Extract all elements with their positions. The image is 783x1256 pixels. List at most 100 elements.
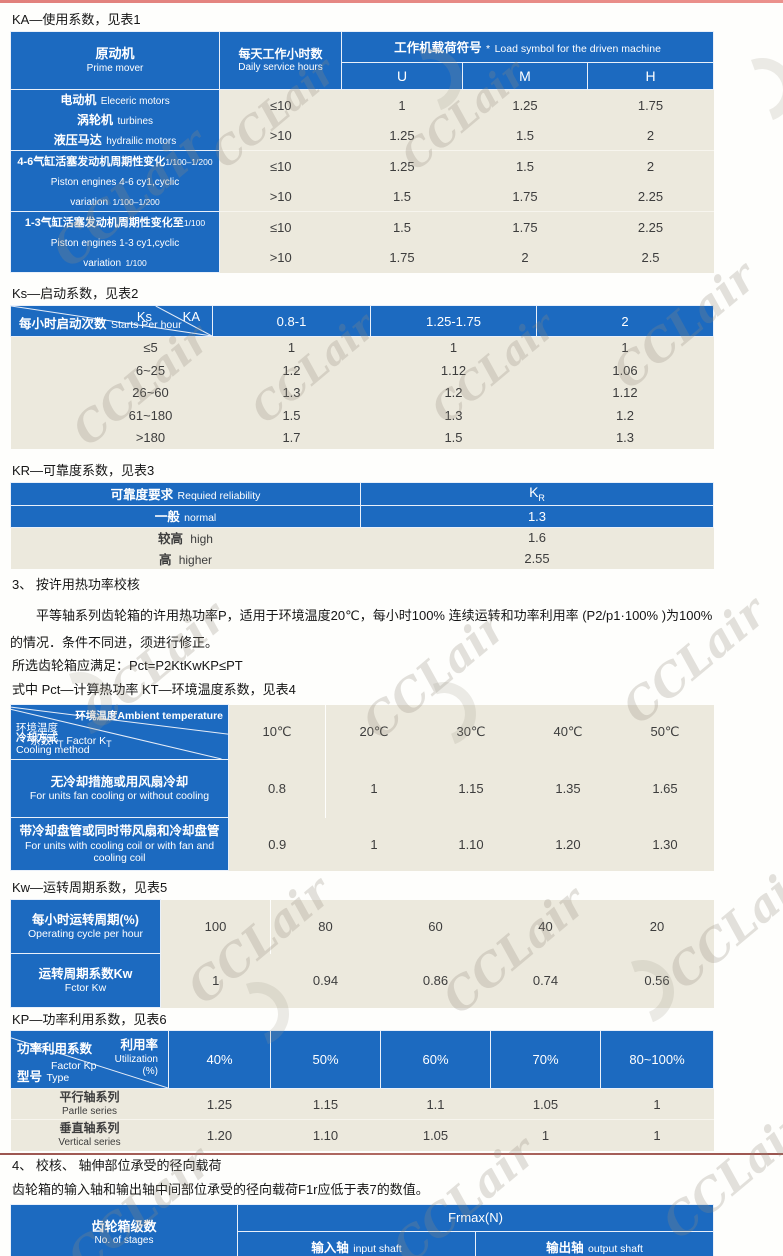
power-utilization-table: 功率利用系数 Factor Kp 利用率 Utilization (%) 型号 …: [10, 1030, 714, 1151]
t4-temp-header: 30℃: [422, 704, 520, 760]
section4-heading: 4、 校核、 轴伸部位承受的径向载荷: [12, 1157, 222, 1173]
note-table6: KP—功率利用系数，见表6: [12, 1012, 167, 1027]
t2-value-cell: 1: [536, 336, 714, 359]
t6-value-cell: 1: [600, 1088, 714, 1120]
label-en: Vertical series: [58, 1137, 121, 1149]
t7-header-output-shaft: 输出轴 output shaft: [474, 1230, 715, 1256]
t4-value-cell: 0.9: [228, 817, 326, 871]
t5-value-cell: 80: [270, 899, 381, 954]
label-en: variation: [70, 197, 109, 208]
t1-value-cell: 2: [587, 120, 714, 151]
table-row: 4-6气缸活塞发动机周期性变化1/100–1/200 Piston engine…: [10, 150, 714, 212]
table-row: 高 higher 2.55: [10, 548, 714, 569]
label-zh: 齿轮箱级数: [91, 1218, 157, 1234]
t1-group-piston-1-3: 1-3气缸活塞发动机周期性变化至1/100 Piston engines 1-3…: [10, 211, 220, 273]
t1-header-load-symbol: 工作机载荷符号 * Load symbol for the driven mac…: [340, 31, 715, 63]
t5-value-cell: 20: [600, 899, 714, 954]
t4-value-cell: 1.65: [616, 759, 714, 818]
label-zh: 运转周期系数Kw: [38, 967, 133, 982]
label-en: Prime mover: [86, 62, 144, 74]
t1-value-cell: 1.75: [587, 89, 714, 120]
t4-row-cooling-coil: 带冷却盘管或同时带风扇和冷却盘管 For units with cooling …: [10, 817, 229, 871]
t2-value-cell: 1: [212, 336, 371, 359]
t6-value-cell: 1.25: [168, 1088, 271, 1120]
label-cooling-method: 冷却方式 Cooling method: [16, 731, 90, 757]
t1-value-cell: 2: [462, 242, 588, 273]
t1-header-daily-hours: 每天工作小时数 Daily service hours: [219, 31, 342, 90]
t6-value-cell: 1.20: [168, 1119, 271, 1151]
section3-formula: 所选齿轮箱应满足：Pct=P2KtKwKP≤PT: [12, 658, 243, 673]
t1-value-cell: 2.25: [587, 211, 714, 242]
t1-hours-cell: >10: [219, 242, 342, 273]
table-row: 带冷却盘管或同时带风扇和冷却盘管 For units with cooling …: [10, 817, 714, 871]
t5-value-cell: 60: [380, 899, 491, 954]
table-row: >10 1.75 2 2.5: [11, 242, 714, 273]
label-zh: 原动机: [95, 46, 135, 62]
label-en: hydrailic motors: [106, 136, 177, 147]
t6-value-cell: 1.05: [380, 1119, 491, 1151]
label-en: Parlle series: [61, 1105, 118, 1117]
t5-value-cell: 0.86: [380, 953, 491, 1008]
ks-label: Ks: [136, 309, 152, 324]
t2-value-cell: 1.3: [370, 403, 537, 427]
reliability-factor-table: 可靠度要求 Requied reliability KR 一般 normal 1…: [10, 481, 714, 569]
label-en: high: [190, 532, 213, 547]
radial-load-table: 齿轮箱级数 No. of stages Frmax(N) 输入轴 input s…: [10, 1203, 715, 1256]
t6-col-header: 60%: [380, 1030, 491, 1089]
operating-cycle-table: 每小时运转周期(%) Operating cycle per hour 100 …: [10, 899, 714, 1008]
t6-value-cell: 1.15: [270, 1088, 381, 1120]
t1-col-M: M: [462, 61, 588, 91]
label-ambient-temp: 环境温度Ambient temperature: [75, 710, 223, 722]
label-en: No. of stages: [94, 1235, 154, 1247]
scan-edge-strip: [0, 0, 783, 3]
table-row: 垂直轴系列 Vertical series 1.20 1.10 1.05 1 1: [10, 1119, 714, 1151]
t1-value-cell: 1.5: [462, 150, 588, 181]
t3-row-high: 较高 high: [10, 527, 361, 548]
label-zh: 工作机载荷符号: [394, 40, 482, 55]
t5-value-cell: 1: [160, 953, 271, 1008]
label-zh: 一般: [154, 510, 180, 524]
t6-row-vertical: 垂直轴系列 Vertical series: [10, 1119, 169, 1151]
t2-value-cell: 1.2: [212, 358, 371, 382]
t2-col-header: 2: [536, 305, 714, 337]
table-row: 6~25 1.2 1.12 1.06: [10, 358, 714, 382]
note-table1: KA—使用系数，见表1: [12, 12, 141, 27]
note-table2: Ks—启动系数，见表2: [12, 286, 139, 301]
kr-sub: R: [538, 492, 545, 503]
t4-row-no-cooling: 无冷却措施或用风扇冷却 For units fan cooling or wit…: [10, 759, 229, 818]
table-row: 一般 normal 1.3: [10, 504, 714, 528]
table-row: ≤5 1 1 1: [10, 336, 714, 359]
fraction: 1/100: [125, 258, 147, 268]
t6-col-header: 50%: [270, 1030, 381, 1089]
t2-value-cell: 1.2: [370, 381, 537, 404]
label-zh: 输出轴: [546, 1240, 584, 1255]
t1-value-cell: 1.75: [341, 242, 463, 273]
t4-value-cell: 0.8: [228, 759, 326, 818]
t2-value-cell: 1.5: [370, 426, 537, 449]
t4-value-cell: 1.35: [519, 759, 617, 818]
t1-value-cell: 1.5: [462, 120, 588, 151]
label-en: Load symbol for the driven machine: [494, 42, 661, 55]
t1-group-motors: 电动机 Eleceric motors 涡轮机 turbines 液压马达 hy…: [10, 89, 220, 151]
t1-col-U: U: [341, 61, 463, 91]
t6-col-header: 40%: [168, 1030, 271, 1089]
label-zh: 较高: [158, 532, 184, 547]
t4-temp-header: 50℃: [616, 704, 714, 760]
temperature-factor-table: 环境温度Ambient temperature 环境温度 系数KT Factor…: [10, 704, 714, 871]
label-en: For units fan cooling or without cooling: [29, 790, 210, 803]
table-row: 61~180 1.5 1.3 1.2: [10, 403, 714, 427]
t1-value-cell: 2.25: [587, 181, 714, 212]
table-row: 26~60 1.3 1.2 1.12: [10, 381, 714, 404]
t1-hours-cell: >10: [219, 120, 342, 151]
t4-corner-cell: 环境温度Ambient temperature 环境温度 系数KT Factor…: [10, 704, 229, 760]
t5-value-cell: 0.56: [600, 953, 714, 1008]
label-en: For units with cooling coil or with fan …: [24, 839, 215, 865]
label-zh: 液压马达: [53, 133, 102, 147]
diagonal-lines: [11, 1031, 168, 1088]
t4-value-cell: 1.10: [422, 817, 520, 871]
t2-value-cell: 1.06: [536, 358, 714, 382]
table-row: >10 1.5 1.75 2.25: [11, 181, 714, 212]
t3-row-higher: 高 higher: [10, 548, 361, 569]
t1-value-cell: 1.25: [341, 120, 463, 151]
